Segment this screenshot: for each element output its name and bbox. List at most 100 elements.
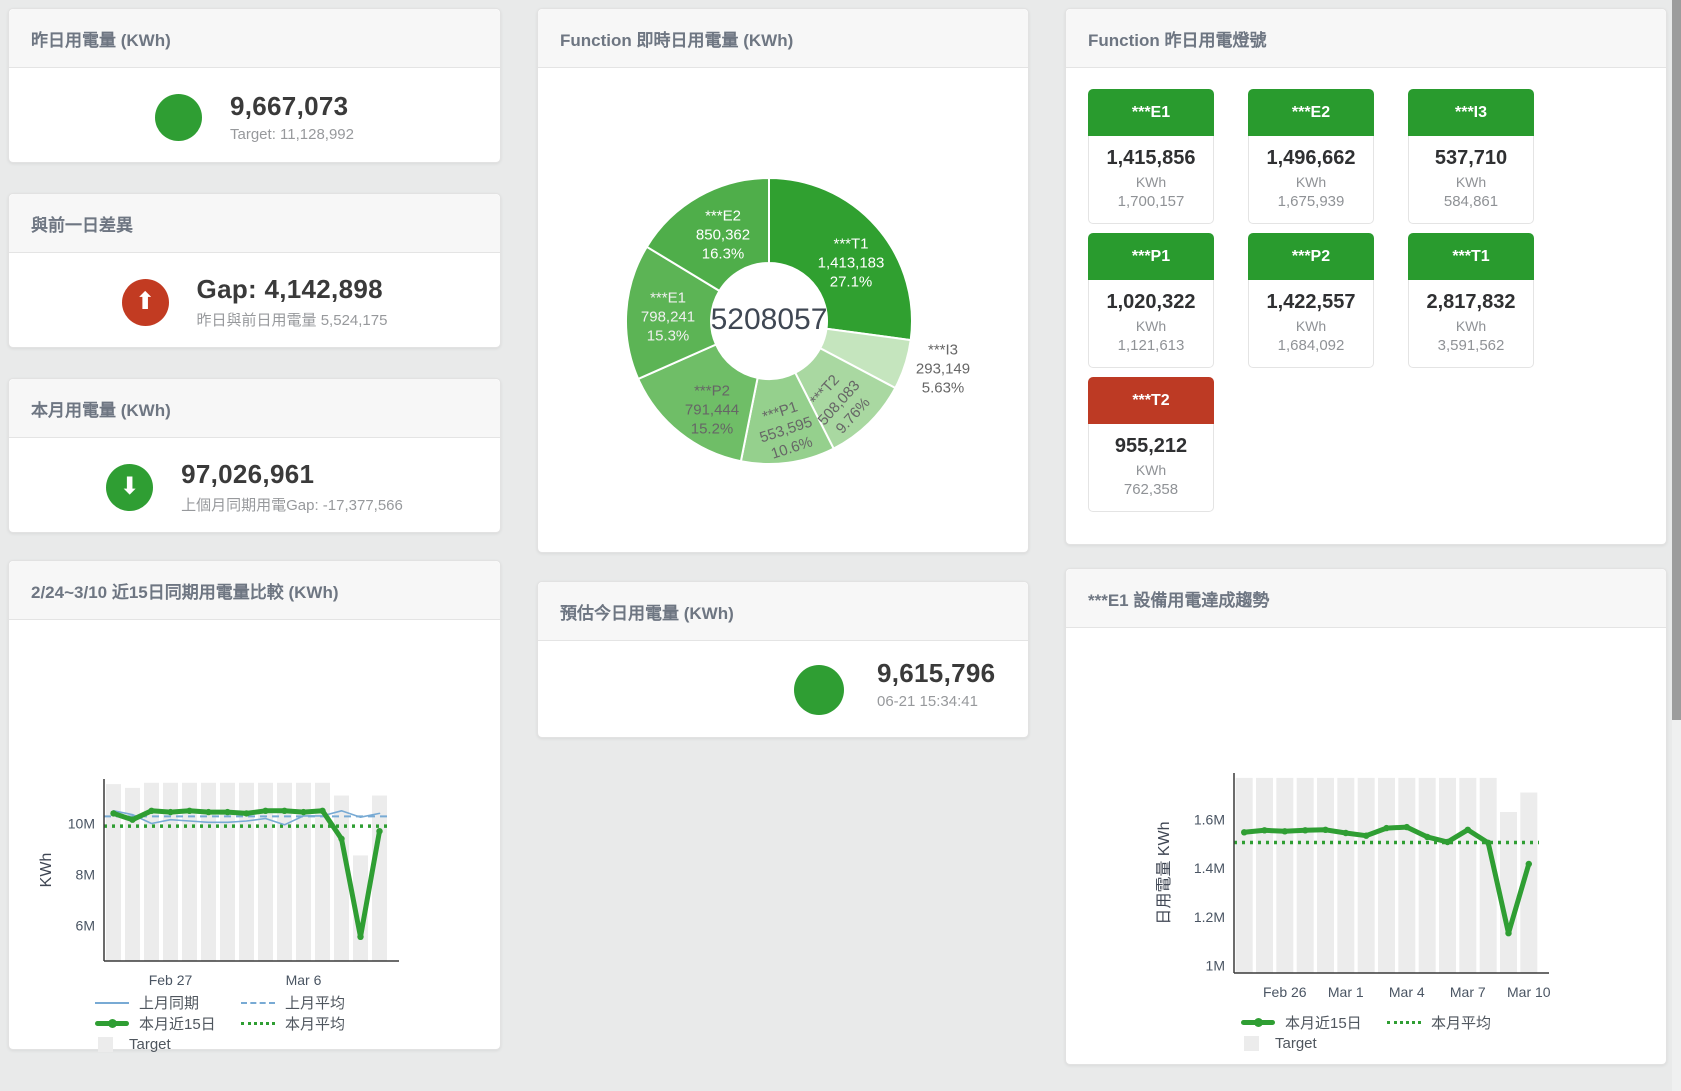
legend-label: Target — [1275, 1035, 1317, 1052]
svg-text:KWh: KWh — [38, 853, 55, 888]
tile-body: 1,415,856 KWh 1,700,157 — [1088, 136, 1214, 224]
function-tiles-grid: ***E1 1,415,856 KWh 1,700,157 ***E2 1,496,662… — [1066, 68, 1666, 512]
svg-text:Mar 7: Mar 7 — [1450, 984, 1486, 1000]
legend-item-blue-dash[interactable]: 上月平均 — [241, 992, 387, 1013]
card-15day-compare: 2/24~3/10 近15日同期用電量比較 (KWh) 6M 8M 10M Feb 2… — [8, 560, 501, 1053]
legend-item-green-dot[interactable]: 本月平均 — [241, 1013, 387, 1034]
tile-value: 1,496,662 — [1266, 147, 1356, 169]
svg-text:Feb 26: Feb 26 — [1263, 984, 1307, 1000]
device-tile-E1[interactable]: ***E1 1,415,856 KWh 1,700,157 — [1088, 89, 1214, 224]
device-tile-P2[interactable]: ***P2 1,422,557 KWh 1,684,092 — [1248, 233, 1374, 368]
tile-unit: KWh — [1455, 318, 1487, 334]
tile-value: 955,212 — [1114, 435, 1188, 457]
legend-item-green-thick[interactable]: 本月近15日 — [1241, 1012, 1387, 1033]
device-tile-I3[interactable]: ***I3 537,710 KWh 584,861 — [1408, 89, 1534, 224]
device-tile-T1[interactable]: ***T1 2,817,832 KWh 3,591,562 — [1408, 233, 1534, 368]
tile-target-value: 762,358 — [1123, 481, 1179, 498]
green-dot-swatch-icon — [241, 1022, 275, 1025]
donut-slice-label-I3: ***I3 293,149 5.63% — [915, 341, 971, 397]
card-title-yesterday-usage: 昨日用電量 (KWh) — [9, 9, 500, 68]
blue-line-swatch-icon — [95, 1001, 129, 1004]
legend-label: 上月同期 — [139, 995, 200, 1012]
today-estimate-timestamp: 06-21 15:34:41 — [877, 693, 978, 710]
legend-label: 本月近15日 — [1285, 1015, 1362, 1032]
donut-hole — [712, 264, 826, 378]
card-gap-previous-day: 與前一日差異 ⬆ Gap: 4,142,898 昨日與前日用電量 5,524,1… — [8, 193, 501, 348]
donut-slice-P2[interactable] — [636, 343, 759, 463]
svg-text:Mar 10: Mar 10 — [1507, 984, 1551, 1000]
legend-label: 本月近15日 — [139, 1016, 216, 1033]
tile-value: 1,020,322 — [1106, 291, 1196, 313]
tile-target-value: 1,121,613 — [1117, 337, 1185, 354]
tile-target-value: 1,675,939 — [1277, 193, 1345, 210]
compare15-line-chart[interactable]: 6M 8M 10M Feb 27 Mar 6 KWh — [29, 773, 409, 1000]
tile-value: 537,710 — [1434, 147, 1508, 169]
tile-unit: KWh — [1455, 174, 1487, 190]
page-scrollbar-track — [1672, 0, 1681, 1091]
legend-label: 本月平均 — [285, 1016, 346, 1033]
function-usage-donut-chart[interactable]: ***T1 1,413,183 27.1% ***I3 293,149 5.63% ***T… — [538, 68, 1028, 552]
tile-unit: KWh — [1135, 318, 1167, 334]
yesterday-usage-value: 9,667,073 — [230, 91, 349, 121]
tile-target-value: 584,861 — [1443, 193, 1499, 210]
tile-body: 1,496,662 KWh 1,675,939 — [1248, 136, 1374, 224]
donut-slice-label-P2: ***P2 791,444 15.2% — [684, 382, 740, 438]
tile-unit: KWh — [1135, 462, 1167, 478]
donut-slice-label-T1: ***T1 1,413,183 27.1% — [817, 235, 885, 291]
donut-slice-E1[interactable] — [624, 245, 721, 381]
svg-text:Mar 1: Mar 1 — [1328, 984, 1364, 1000]
legend-item-gray-square[interactable]: Target — [95, 1036, 241, 1053]
gray-square-swatch-icon — [98, 1037, 113, 1052]
tile-value: 1,422,557 — [1266, 291, 1356, 313]
svg-text:1M: 1M — [1206, 958, 1225, 974]
tile-header: ***T2 — [1088, 377, 1214, 424]
compare15-legend: 上月同期 上月平均本月近15日 本月平均 Target — [95, 992, 387, 1055]
card-title-15day-compare: 2/24~3/10 近15日同期用電量比較 (KWh) — [9, 561, 500, 620]
card-title-month-usage: 本月用電量 (KWh) — [9, 379, 500, 438]
svg-text:1.4M: 1.4M — [1194, 860, 1225, 876]
svg-text:1.6M: 1.6M — [1194, 811, 1225, 827]
donut-center-total: 5208057 — [710, 303, 828, 336]
page-scrollbar-thumb[interactable] — [1672, 0, 1681, 720]
green-thick-swatch-icon — [95, 1019, 129, 1028]
tile-target-value: 3,591,562 — [1437, 337, 1505, 354]
legend-item-green-thick[interactable]: 本月近15日 — [95, 1013, 241, 1034]
svg-text:Mar 6: Mar 6 — [286, 972, 322, 988]
tile-body: 537,710 KWh 584,861 — [1408, 136, 1534, 224]
e1-trend-line-chart[interactable]: 1M 1.2M 1.4M 1.6M Feb 26 Mar 1 Mar 4 Mar 7 Mar 1… — [1149, 767, 1559, 1012]
donut-slice-T1[interactable] — [768, 176, 913, 342]
gap-sub-value: 昨日與前日用電量 5,524,175 — [196, 312, 388, 329]
yesterday-usage-target: Target: 11,128,992 — [230, 126, 354, 143]
legend-item-gray-square[interactable]: Target — [1241, 1035, 1387, 1052]
tile-header: ***E1 — [1088, 89, 1214, 136]
tile-header: ***E2 — [1248, 89, 1374, 136]
arrow-down-circle-icon: ⬇ — [106, 463, 154, 511]
tile-target-value: 1,700,157 — [1117, 193, 1185, 210]
legend-label: 本月平均 — [1431, 1015, 1492, 1032]
card-function-realtime-donut: Function 即時日用電量 (KWh) ***T1 1,413,183 27.1… — [537, 8, 1029, 553]
card-month-usage: 本月用電量 (KWh) ⬇ 97,026,961 上個月同期用電Gap: -17… — [8, 378, 501, 533]
donut-svg — [624, 176, 913, 465]
status-circle-green-icon — [155, 93, 202, 141]
tile-target-value: 1,684,092 — [1277, 337, 1345, 354]
tile-body: 2,817,832 KWh 3,591,562 — [1408, 280, 1534, 368]
svg-text:1.2M: 1.2M — [1194, 909, 1225, 925]
legend-item-green-dot[interactable]: 本月平均 — [1387, 1012, 1533, 1033]
card-title-function-realtime: Function 即時日用電量 (KWh) — [538, 9, 1028, 68]
gap-value: Gap: 4,142,898 — [196, 274, 383, 304]
donut-slice-E2[interactable] — [645, 176, 770, 293]
donut-slice-label-E2: ***E2 850,362 16.3% — [695, 207, 751, 263]
svg-text:日用電量 KWh: 日用電量 KWh — [1156, 821, 1173, 924]
legend-label: Target — [129, 1036, 171, 1053]
svg-text:Mar 4: Mar 4 — [1389, 984, 1425, 1000]
card-today-estimate: 預估今日用電量 (KWh) 9,615,796 06-21 15:34:41 — [537, 581, 1029, 738]
tile-value: 1,415,856 — [1106, 147, 1196, 169]
device-tile-T2[interactable]: ***T2 955,212 KWh 762,358 — [1088, 377, 1214, 512]
card-title-e1-trend: ***E1 設備用電達成趨勢 — [1066, 569, 1666, 628]
tile-body: 955,212 KWh 762,358 — [1088, 424, 1214, 512]
device-tile-P1[interactable]: ***P1 1,020,322 KWh 1,121,613 — [1088, 233, 1214, 368]
today-estimate-value: 9,615,796 — [877, 658, 996, 688]
device-tile-E2[interactable]: ***E2 1,496,662 KWh 1,675,939 — [1248, 89, 1374, 224]
legend-item-blue-line[interactable]: 上月同期 — [95, 992, 241, 1013]
